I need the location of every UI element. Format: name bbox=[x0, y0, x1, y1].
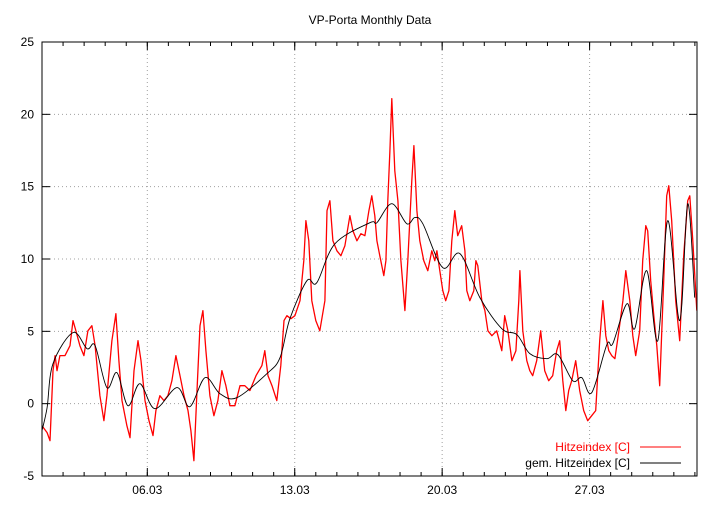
x-tick-label: 06.03 bbox=[132, 483, 162, 497]
axis-ticks: -5 0 5 10 15 20 25 06.03 13.03 20.03 27.03 bbox=[21, 35, 697, 497]
x-tick-label: 27.03 bbox=[575, 483, 605, 497]
x-tick-label: 20.03 bbox=[427, 483, 457, 497]
legend: Hitzeindex [C] gem. Hitzeindex [C] bbox=[525, 440, 681, 470]
series-line-gem-hitzeindex bbox=[41, 203, 696, 431]
y-tick-label: 25 bbox=[21, 35, 35, 49]
x-tick-label: 13.03 bbox=[280, 483, 310, 497]
y-tick-label: 5 bbox=[27, 324, 34, 338]
grid bbox=[42, 42, 697, 476]
legend-label-hitzeindex: Hitzeindex [C] bbox=[555, 440, 630, 454]
series-layer bbox=[41, 98, 698, 462]
plot-frame bbox=[41, 41, 698, 477]
y-tick-label: 15 bbox=[21, 180, 35, 194]
legend-label-gem-hitzeindex: gem. Hitzeindex [C] bbox=[525, 456, 630, 470]
y-tick-label: 10 bbox=[21, 252, 35, 266]
chart-title: VP-Porta Monthly Data bbox=[309, 13, 432, 27]
y-tick-label: 20 bbox=[21, 107, 35, 121]
y-tick-label: 0 bbox=[27, 397, 34, 411]
y-tick-label: -5 bbox=[23, 469, 34, 483]
series-line-hitzeindex bbox=[41, 98, 698, 462]
